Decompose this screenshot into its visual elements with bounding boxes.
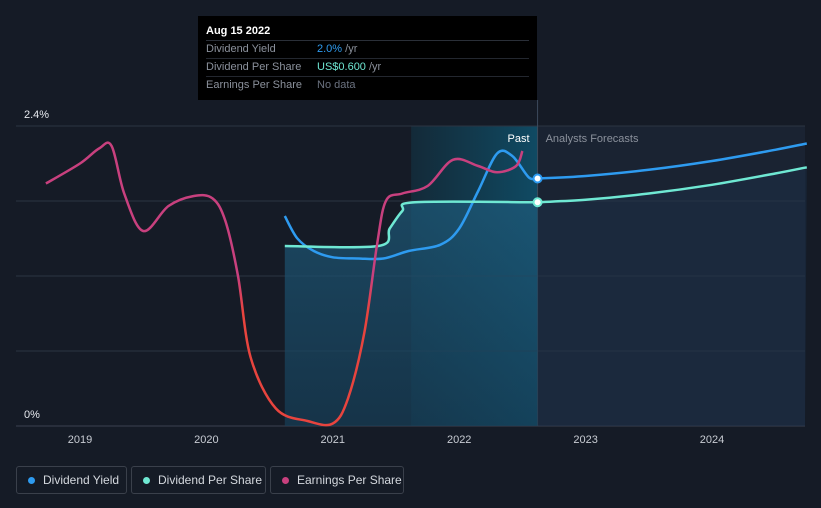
- legend-item-dividend-yield[interactable]: Dividend Yield: [16, 466, 127, 494]
- tooltip-date: Aug 15 2022: [206, 16, 529, 41]
- tooltip-label: Earnings Per Share: [206, 79, 302, 91]
- tooltip-unit: /yr: [342, 43, 358, 55]
- tooltip: Aug 15 2022 Dividend Yield 2.0% /yr Divid…: [198, 16, 537, 100]
- analysts-forecasts-label: Analysts Forecasts: [546, 133, 639, 145]
- x-tick-label: 2024: [700, 434, 724, 446]
- x-tick-label: 2021: [321, 434, 345, 446]
- y-axis-top-label: 2.4%: [24, 109, 49, 121]
- earnings-per-share-line: [45, 141, 524, 427]
- legend-item-earnings-per-share[interactable]: Earnings Per Share: [270, 466, 404, 494]
- dividend-yield-forecast-line: [537, 142, 808, 180]
- legend-dot-icon: [282, 477, 289, 484]
- legend-item-dividend-per-share[interactable]: Dividend Per Share: [131, 466, 266, 494]
- x-tick-label: 2022: [447, 434, 471, 446]
- tooltip-value: No data: [317, 79, 356, 91]
- legend-label: Dividend Per Share: [158, 473, 263, 487]
- dividend-per-share-marker: [532, 197, 543, 208]
- dividend-per-share-area: [284, 201, 538, 426]
- tooltip-label: Dividend Yield: [206, 43, 276, 55]
- legend-dot-icon: [28, 477, 35, 484]
- tooltip-value: US$0.600: [317, 61, 366, 73]
- dividend-per-share-forecast-area: [537, 167, 807, 427]
- dividend-yield-marker: [532, 173, 543, 184]
- tooltip-row-earnings-per-share: Earnings Per Share No data: [206, 77, 529, 94]
- legend-label: Dividend Yield: [43, 473, 120, 487]
- x-tick-label: 2019: [68, 434, 92, 446]
- tooltip-value: 2.0%: [317, 43, 343, 55]
- tooltip-row-dividend-per-share: Dividend Per Share US$0.600 /yr: [206, 59, 529, 77]
- dividend-yield-line: [283, 149, 538, 261]
- tooltip-row-dividend-yield: Dividend Yield 2.0% /yr: [206, 41, 529, 59]
- legend-label: Earnings Per Share: [297, 473, 402, 487]
- y-axis-bottom-label: 0%: [24, 409, 40, 421]
- past-label: Past: [508, 133, 530, 145]
- dividend-per-share-line: [284, 200, 538, 249]
- tooltip-label: Dividend Per Share: [206, 61, 302, 73]
- dividend-per-share-forecast-line: [537, 166, 808, 204]
- tooltip-unit: /yr: [365, 61, 382, 73]
- legend-dot-icon: [143, 477, 150, 484]
- x-tick-label: 2020: [194, 434, 218, 446]
- x-tick-label: 2023: [573, 434, 597, 446]
